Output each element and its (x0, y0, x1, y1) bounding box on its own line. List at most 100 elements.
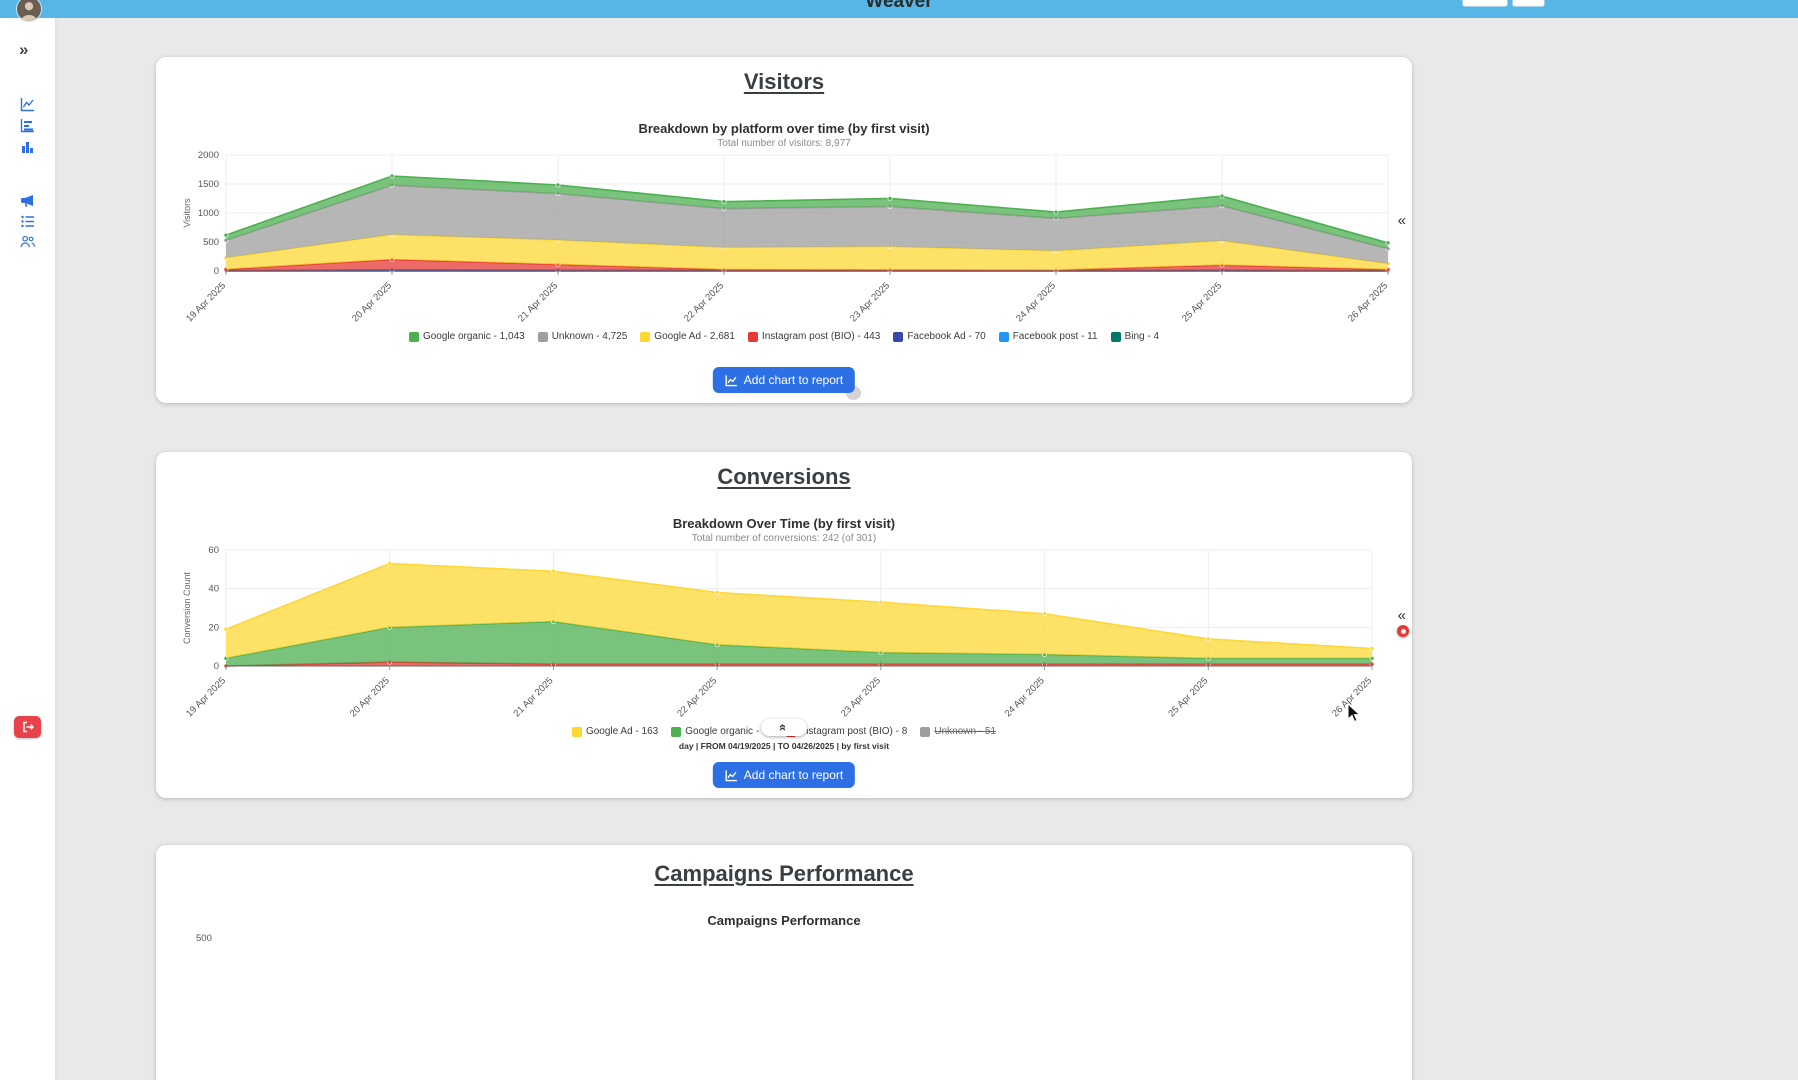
svg-text:2000: 2000 (198, 150, 219, 161)
add-chart-button-label: Add chart to report (743, 373, 844, 387)
legend-item[interactable]: Google organic - 1,043 (408, 331, 525, 342)
legend-item[interactable]: Facebook Ad - 70 (893, 331, 986, 342)
legend-label: Google organic - 71 (685, 726, 774, 737)
collapse-conversions-panel-icon[interactable]: « (1397, 607, 1406, 624)
svg-text:22 Apr 2025: 22 Apr 2025 (682, 280, 726, 324)
legend-item[interactable]: Bing - 4 (1110, 331, 1160, 342)
legend-label: Instagram post (BIO) - 8 (800, 726, 908, 737)
svg-text:22 Apr 2025: 22 Apr 2025 (675, 675, 719, 719)
conversions-chart-footnote: day | FROM 04/19/2025 | TO 04/26/2025 | … (678, 741, 890, 751)
legend-item[interactable]: Facebook post - 11 (998, 331, 1098, 342)
svg-text:0: 0 (214, 266, 219, 277)
svg-text:500: 500 (203, 237, 219, 248)
series-area-google-organic (226, 621, 1372, 666)
legend-swatch (920, 726, 931, 737)
svg-text:60: 60 (208, 545, 219, 556)
legend-label: Unknown - 4,725 (551, 331, 628, 342)
visitors-legend: Google organic - 1,043 Unknown - 4,725 Goo… (156, 331, 1412, 342)
svg-text:25 Apr 2025: 25 Apr 2025 (1166, 675, 1210, 719)
legend-label: Google Ad - 163 (585, 726, 659, 737)
legend-swatch (747, 331, 758, 342)
legend-label: Google organic - 1,043 (422, 331, 525, 342)
add-visitors-chart-to-report-button[interactable]: Add chart to report (712, 367, 856, 393)
visitors-stacked-area-chart[interactable]: 0 500 1000 1500 2000 19 Apr 2025 20 Apr 2025 21… (156, 149, 1412, 331)
sidebar: » (0, 18, 55, 1080)
visitors-chart-title: Breakdown by platform over time (by firs… (638, 121, 930, 136)
conversions-card: Conversions Breakdown Over Time (by firs… (156, 452, 1412, 798)
list-icon[interactable] (20, 214, 35, 229)
svg-text:1000: 1000 (198, 208, 219, 219)
logout-button[interactable] (14, 716, 41, 738)
add-chart-button-label: Add chart to report (743, 768, 844, 782)
conversions-heading: Conversions (717, 464, 851, 489)
campaigns-heading: Campaigns Performance (654, 861, 914, 886)
legend-swatch (640, 331, 651, 342)
svg-text:24 Apr 2025: 24 Apr 2025 (1014, 280, 1058, 324)
legend-label: Bing - 4 (1124, 331, 1160, 342)
chart-icon (725, 374, 737, 386)
visitors-chart-subtitle: Total number of visitors: 8,977 (717, 138, 851, 149)
avatar-photo (17, 0, 41, 21)
svg-text:23 Apr 2025: 23 Apr 2025 (848, 280, 892, 324)
main-content: Visitors Breakdown by platform over time… (55, 18, 1798, 1080)
legend-item[interactable]: Google Ad - 2,681 (640, 331, 735, 342)
legend-swatch (408, 331, 419, 342)
legend-label: Facebook Ad - 70 (907, 331, 986, 342)
svg-text:19 Apr 2025: 19 Apr 2025 (184, 675, 228, 719)
header-control-1[interactable] (1462, 0, 1508, 7)
svg-text:23 Apr 2025: 23 Apr 2025 (839, 675, 883, 719)
header-control-2[interactable] (1512, 0, 1545, 7)
series-area-instagram-post-bio- (226, 662, 1372, 666)
legend-swatch (571, 726, 582, 737)
legend-collapse-button[interactable]: « (761, 719, 807, 736)
line-chart-icon[interactable] (20, 97, 35, 112)
svg-text:26 Apr 2025: 26 Apr 2025 (1346, 280, 1390, 324)
legend-swatch (1110, 331, 1121, 342)
legend-label: Instagram post (BIO) - 443 (761, 331, 881, 342)
conversions-stacked-area-chart[interactable]: 0 20 40 60 19 Apr 2025 20 Apr 2025 21 Apr 2025… (156, 544, 1412, 726)
svg-text:21 Apr 2025: 21 Apr 2025 (516, 280, 560, 324)
collapse-visitors-panel-icon[interactable]: « (1397, 212, 1406, 229)
legend-swatch (537, 331, 548, 342)
legend-item[interactable]: Google organic - 71 (671, 726, 773, 737)
legend-label: Unknown - 51 (934, 726, 997, 737)
svg-text:20 Apr 2025: 20 Apr 2025 (350, 280, 394, 324)
svg-text:25 Apr 2025: 25 Apr 2025 (1180, 280, 1224, 324)
campaigns-y-tick-500: 500 (196, 933, 212, 944)
chevrons-up-icon: « (776, 723, 792, 732)
users-icon[interactable] (20, 234, 35, 249)
svg-text:24 Apr 2025: 24 Apr 2025 (1003, 675, 1047, 719)
sidebar-expand-icon[interactable]: » (19, 40, 29, 59)
svg-text:20 Apr 2025: 20 Apr 2025 (348, 675, 392, 719)
svg-text:0: 0 (214, 661, 219, 672)
conversions-chart-subtitle: Total number of conversions: 242 (of 301… (691, 533, 877, 544)
bar-chart-icon[interactable] (20, 118, 35, 133)
campaigns-chart-title: Campaigns Performance (707, 913, 861, 928)
svg-text:21 Apr 2025: 21 Apr 2025 (512, 675, 556, 719)
legend-swatch (998, 331, 1009, 342)
megaphone-icon[interactable] (20, 193, 35, 208)
notification-badge[interactable] (1397, 625, 1409, 637)
legend-swatch (893, 331, 904, 342)
legend-item[interactable]: Unknown - 51 (920, 726, 996, 737)
conversions-chart-title: Breakdown Over Time (by first visit) (672, 516, 896, 531)
legend-item[interactable]: Google Ad - 163 (571, 726, 659, 737)
logout-icon (22, 721, 34, 733)
series-area-instagram-post-bio- (226, 259, 1388, 271)
visitors-card: Visitors Breakdown by platform over time… (156, 57, 1412, 403)
series-area-unknown (226, 185, 1388, 264)
legend-item[interactable]: Unknown - 4,725 (537, 331, 628, 342)
chart-icon (725, 769, 737, 781)
series-area-google-ad (226, 563, 1372, 659)
top-header: Weaver (0, 0, 1798, 22)
app-title: Weaver (865, 0, 933, 12)
svg-text:26 Apr 2025: 26 Apr 2025 (1330, 675, 1374, 719)
svg-text:Conversion Count: Conversion Count (182, 571, 192, 644)
user-avatar[interactable] (16, 0, 42, 22)
legend-swatch (671, 726, 682, 737)
legend-item[interactable]: Instagram post (BIO) - 443 (747, 331, 881, 342)
add-conversions-chart-to-report-button[interactable]: Add chart to report (712, 762, 856, 788)
visitors-heading: Visitors (743, 69, 825, 94)
legend-label: Google Ad - 2,681 (654, 331, 735, 342)
column-chart-icon[interactable] (20, 139, 35, 154)
